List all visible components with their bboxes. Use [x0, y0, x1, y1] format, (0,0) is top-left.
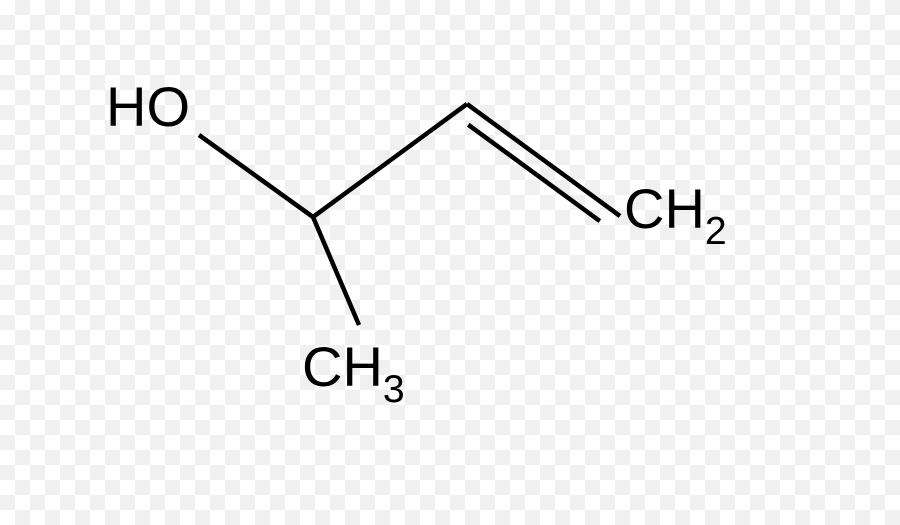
methyl-sub: 3: [383, 368, 405, 411]
chemical-structure-diagram: HO CH3 CH2: [0, 0, 900, 520]
bond-line: [313, 104, 467, 217]
bond-line: [468, 125, 600, 221]
bond-line: [313, 217, 359, 325]
methylene-label: CH2: [624, 176, 727, 250]
hydroxyl-label: HO: [106, 74, 190, 139]
methyl-label: CH3: [302, 334, 405, 408]
methyl-main: CH: [302, 335, 383, 398]
methylene-main: CH: [624, 177, 705, 240]
bond-line: [467, 104, 620, 216]
methylene-sub: 2: [705, 210, 727, 253]
bond-line: [199, 135, 313, 217]
